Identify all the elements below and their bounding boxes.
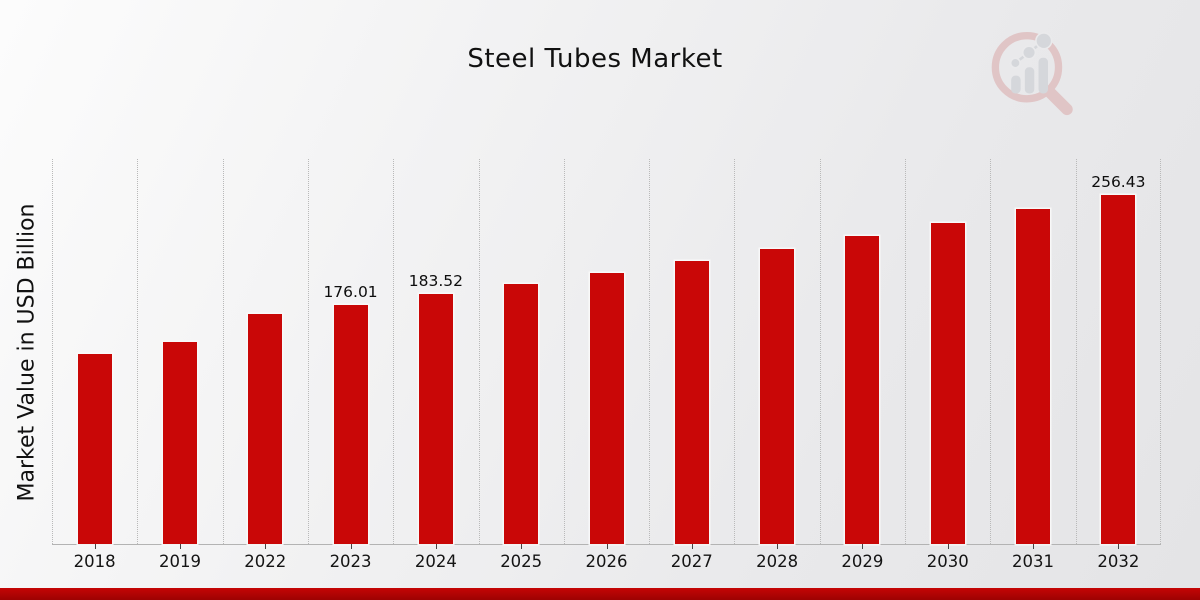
grid-line (734, 159, 736, 544)
grid-line (990, 159, 992, 544)
x-axis-tick (947, 544, 949, 549)
bar-2032 (1101, 195, 1136, 544)
bar-value-label: 256.43 (1091, 173, 1146, 192)
bar-2028 (760, 248, 795, 544)
x-axis-tick (691, 544, 693, 549)
x-axis-tick (521, 544, 523, 549)
bar-2030 (930, 223, 965, 544)
x-axis-tick (94, 544, 96, 549)
bar-2019 (162, 342, 197, 544)
grid-line (1160, 159, 1161, 544)
bar-2022 (248, 313, 283, 544)
x-axis-tick-label: 2023 (329, 552, 372, 571)
footer-accent-bar (0, 588, 1200, 600)
x-axis-tick (862, 544, 864, 549)
x-axis-tick-label: 2022 (244, 552, 287, 571)
grid-line (649, 159, 651, 544)
x-axis-tick-label: 2031 (1012, 552, 1055, 571)
x-axis-tick (1118, 544, 1120, 549)
grid-line (307, 159, 309, 544)
grid-line (563, 159, 565, 544)
x-axis-tick-label: 2028 (756, 552, 799, 571)
bar-2023 (333, 304, 368, 544)
x-axis-tick-label: 2018 (73, 552, 116, 571)
x-axis-tick (777, 544, 779, 549)
bar-2026 (589, 272, 624, 544)
x-axis-tick (1033, 544, 1035, 549)
bar-2018 (77, 354, 112, 544)
chart-title: Steel Tubes Market (467, 44, 723, 74)
grid-line (137, 159, 139, 544)
x-axis-tick-label: 2029 (841, 552, 884, 571)
bar-2031 (1016, 209, 1051, 544)
grid-line (222, 159, 224, 544)
grid-line (52, 159, 53, 544)
x-axis-tick-label: 2019 (158, 552, 201, 571)
y-axis-label: Market Value in USD Billion (14, 203, 40, 502)
x-axis-tick (350, 544, 352, 549)
x-axis-tick-label: 2026 (585, 552, 628, 571)
plot-area: 2018 2019 2022 176.01 2023 183.52 2024 2025 2026… (52, 159, 1161, 571)
x-axis-tick-label: 2030 (926, 552, 969, 571)
x-axis-tick (435, 544, 437, 549)
x-axis-tick (179, 544, 181, 549)
bar-value-label: 176.01 (323, 282, 378, 301)
x-axis-tick (265, 544, 267, 549)
x-axis-tick (606, 544, 608, 549)
magnifier-growth-chart-icon (991, 31, 1073, 116)
grid-line (393, 159, 395, 544)
bar-2027 (674, 260, 709, 544)
bar-2029 (845, 236, 880, 544)
grid-line (905, 159, 907, 544)
grid-line (1075, 159, 1077, 544)
x-axis-tick-label: 2027 (670, 552, 713, 571)
bar-value-label: 183.52 (408, 272, 463, 291)
x-axis-tick-label: 2024 (414, 552, 457, 571)
grid-line (478, 159, 480, 544)
bar-2025 (504, 283, 539, 544)
bar-2024 (418, 294, 453, 544)
grid-line (819, 159, 821, 544)
x-axis-tick-label: 2025 (500, 552, 543, 571)
x-axis-tick-label: 2032 (1097, 552, 1140, 571)
